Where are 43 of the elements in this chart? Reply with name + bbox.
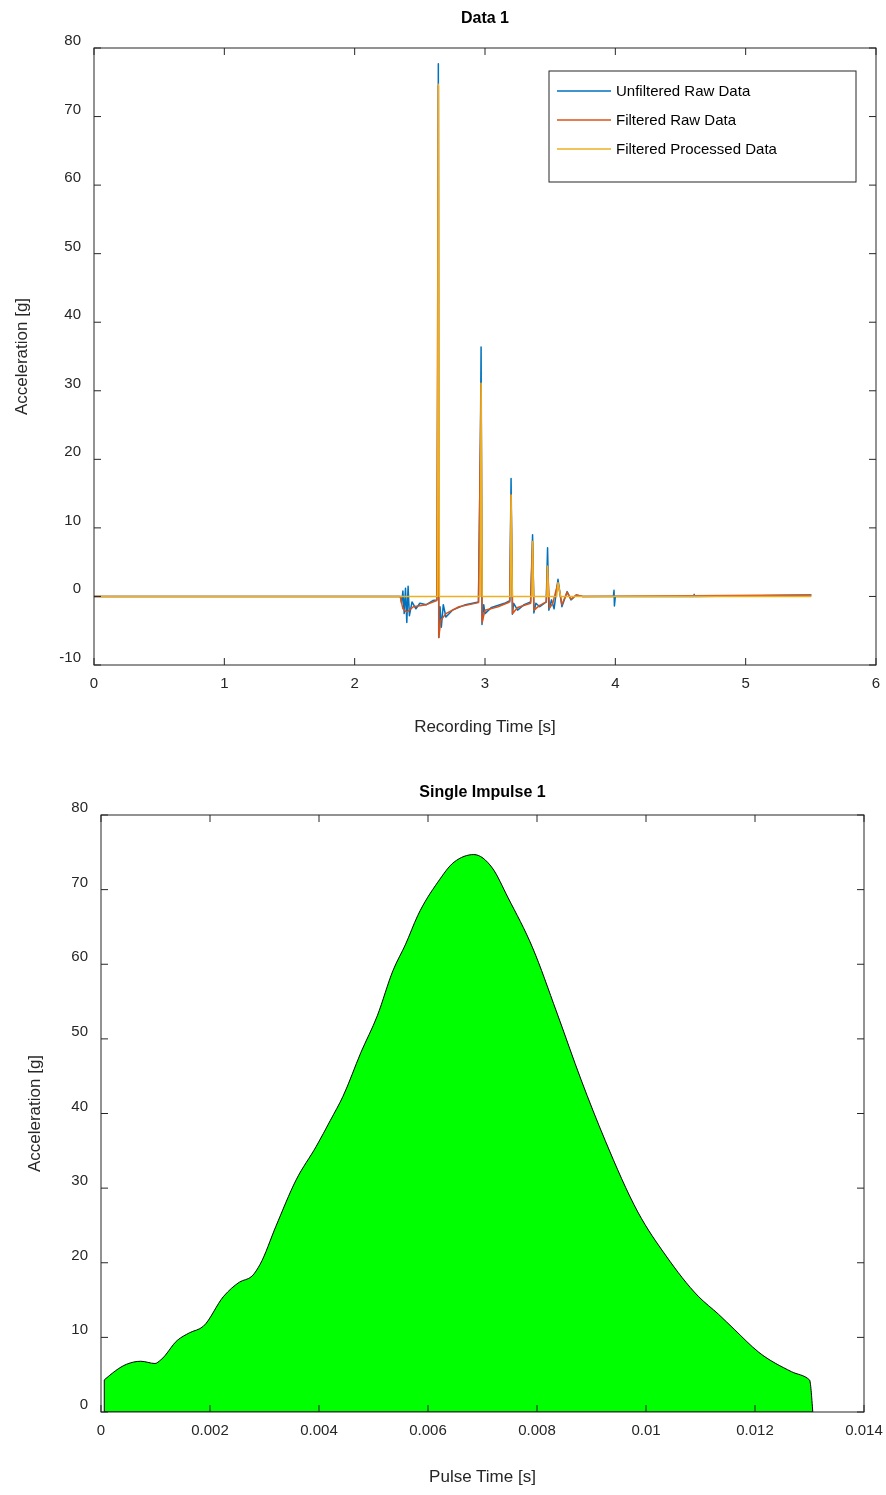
y-tick-label: 50: [71, 1021, 88, 1039]
y-tick-label: 60: [64, 168, 81, 186]
y-tick-label: 10: [64, 510, 81, 528]
x-tick-label: 6: [871, 674, 881, 691]
y-tick-label: 40: [71, 1096, 88, 1114]
x-tick-label: 5: [741, 674, 750, 691]
x-tick-label: 4: [611, 674, 620, 691]
legend-label: Unfiltered Raw Data: [616, 82, 751, 99]
y-tick-label: 60: [71, 947, 88, 965]
x-axis-title: Recording Time [s]: [414, 717, 556, 736]
y-tick-label: 80: [71, 798, 88, 815]
y-tick-label: -10: [59, 648, 81, 665]
x-tick-label: 0.004: [300, 1421, 338, 1438]
y-tick-label: 20: [71, 1245, 88, 1263]
x-tick-label: 0.008: [518, 1421, 556, 1438]
x-tick-label: 0.006: [409, 1421, 447, 1438]
x-axis-title: Pulse Time [s]: [429, 1467, 536, 1486]
y-tick-label: 10: [71, 1320, 88, 1338]
legend-label: Filtered Processed Data: [616, 140, 778, 157]
y-tick-label: 0: [79, 1395, 88, 1412]
y-axis-title: Acceleration [g]: [12, 297, 31, 416]
chart-title: Single Impulse 1: [419, 783, 546, 800]
x-tick-label: 1: [220, 674, 229, 691]
x-tick-label: 0: [96, 1421, 106, 1438]
x-tick-label: 2: [350, 674, 359, 691]
y-tick-label: 50: [64, 236, 81, 254]
x-tick-label: 0.014: [845, 1421, 883, 1438]
y-tick-label: 20: [64, 442, 81, 460]
y-tick-label: 0: [72, 579, 81, 597]
chart-title: Data 1: [460, 9, 510, 26]
y-tick-label: 30: [64, 373, 81, 391]
y-tick-label: 70: [71, 872, 88, 890]
x-tick-label: 0.002: [191, 1421, 229, 1438]
y-tick-label: 70: [64, 99, 81, 117]
y-tick-label: 30: [71, 1171, 88, 1189]
x-tick-label: 0: [89, 674, 99, 691]
x-tick-label: 0.012: [736, 1421, 774, 1438]
legend-label: Filtered Raw Data: [616, 111, 737, 128]
x-tick-label: 0.01: [631, 1421, 661, 1438]
y-tick-label: 40: [64, 305, 81, 323]
y-axis-title: Acceleration [g]: [25, 1054, 44, 1173]
x-tick-label: 3: [480, 674, 490, 691]
y-tick-label: 80: [64, 31, 81, 48]
